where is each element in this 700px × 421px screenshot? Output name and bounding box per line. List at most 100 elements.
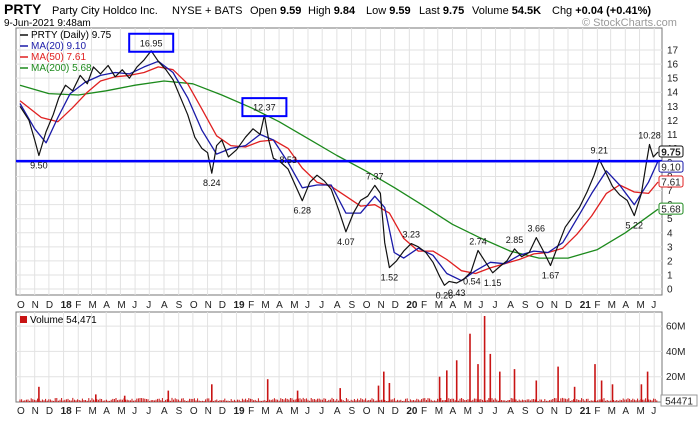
volume-last-tag-box (660, 394, 698, 407)
price-month-label: S (522, 300, 529, 311)
price-month-label: A (276, 300, 283, 311)
price-month-label: J (305, 300, 310, 311)
annotation-label: 1.52 (381, 273, 399, 283)
volume-month-label: D (219, 406, 226, 417)
value-tag-ma20 (658, 160, 684, 173)
annotation-label: 1.15 (484, 278, 502, 288)
price-month-label: D (392, 300, 399, 311)
volume-month-label: D (565, 406, 572, 417)
volume-tick-label: 40M (666, 347, 685, 358)
volume-month-label: M (435, 406, 443, 417)
price-month-label: O (190, 300, 198, 311)
volume-month-label: 20 (406, 406, 418, 417)
volume-month-label: J (305, 406, 310, 417)
volume-tick-label: 20M (666, 372, 685, 383)
highlight-box (241, 97, 288, 118)
chg-value: +0.04 (+0.41%) (575, 5, 651, 17)
price-month-label: N (32, 300, 39, 311)
value-tag-price (658, 145, 684, 158)
volume-month-label: D (392, 406, 399, 417)
price-month-label: 20 (406, 300, 418, 311)
price-month-label: F (594, 300, 600, 311)
price-month-label: D (219, 300, 226, 311)
price-month-label: O (363, 300, 371, 311)
volume-month-label: O (536, 406, 544, 417)
volume-month-label: A (103, 406, 110, 417)
value-tag-ma50-label: 7.61 (661, 178, 681, 189)
volume-month-label: O (17, 406, 25, 417)
price-month-label: M (435, 300, 443, 311)
price-tick-label: 7 (667, 186, 673, 197)
price-layer (19, 50, 659, 286)
annotation-label: 8.24 (203, 178, 221, 188)
highlight-box-label: 12.37 (253, 103, 276, 113)
svg-text:Open 9.59: Open 9.59 (250, 5, 301, 17)
volume-panel (15, 311, 663, 403)
annotation-label: 2.85 (506, 235, 524, 245)
price-tick-label: 13 (667, 102, 679, 113)
volume-month-label: S (522, 406, 529, 417)
volume-month-label: D (46, 406, 53, 417)
svg-text:Chg +0.04 (+0.41%): Chg +0.04 (+0.41%) (552, 5, 651, 17)
annotation-label: 5.22 (626, 221, 644, 231)
price-month-label: M (464, 300, 472, 311)
volume-value: 54.5K (512, 5, 541, 17)
volume-month-label: J (651, 406, 656, 417)
volume-month-label: A (276, 406, 283, 417)
volume-month-label: M (464, 406, 472, 417)
price-month-label: A (507, 300, 514, 311)
volume-month-label: M (261, 406, 269, 417)
ma200-layer (19, 80, 659, 259)
value-tag-price-label: 9.75 (661, 147, 681, 158)
volume-month-label: N (32, 406, 39, 417)
last-label: Last (419, 5, 440, 17)
volume-last-tag: 54471 (665, 397, 693, 408)
open-value: 9.59 (280, 5, 301, 17)
volume-month-label: A (507, 406, 514, 417)
price-tick-label: 15 (667, 74, 679, 85)
high-value: 9.84 (334, 5, 356, 17)
volume-month-label: N (377, 406, 384, 417)
open-label: Open (250, 5, 277, 17)
price-month-label: F (75, 300, 81, 311)
volume-month-label: M (290, 406, 298, 417)
volume-month-label: A (161, 406, 168, 417)
boxed-label-layer: 16.95 12.37 (128, 32, 288, 118)
price-month-label: J (146, 300, 151, 311)
legend-ma50: MA(50) 7.61 (31, 52, 86, 63)
volume-month-label: S (349, 406, 356, 417)
price-month-label: F (421, 300, 427, 311)
price-month-label: M (117, 300, 125, 311)
price-month-label: A (449, 300, 456, 311)
highlight-box-label: 16.95 (140, 38, 163, 48)
price-month-label: M (608, 300, 616, 311)
price-month-label: O (536, 300, 544, 311)
price-tick-label: 5 (667, 214, 673, 225)
price-month-label: J (319, 300, 324, 311)
price-tick-label: 4 (667, 228, 673, 239)
price-month-label: N (377, 300, 384, 311)
price-tick-label: 3 (667, 242, 673, 253)
annotation-label: 8.53 (279, 155, 297, 165)
volume-axis: 20M 40M 60M (666, 322, 685, 384)
quote-summary: Open 9.59 High 9.84 Low 9.59 Last 9.75 V… (250, 5, 651, 17)
annotation-label: 0.54 (463, 276, 481, 286)
annotation-label: 9.21 (591, 146, 609, 156)
svg-text:Low 9.59: Low 9.59 (366, 5, 411, 17)
annotation-label: 10.28 (638, 131, 661, 141)
last-value: 9.75 (443, 5, 464, 17)
volume-month-label: F (421, 406, 427, 417)
volume-label: Volume (472, 5, 509, 17)
annotation-layer: 9.50 8.24 8.53 6.28 4.07 7.37 1.52 3.23 0.26 0.54… (30, 131, 661, 301)
company-name: Party City Holdco Inc. (52, 5, 158, 17)
price-month-label: A (161, 300, 168, 311)
volume-month-label: 21 (580, 406, 592, 417)
volume-month-label: 18 (61, 406, 73, 417)
volume-tick-label: 60M (666, 322, 685, 333)
volume-month-label: O (190, 406, 198, 417)
volume-month-label: A (622, 406, 629, 417)
price-month-label: 19 (233, 300, 245, 311)
low-value: 9.59 (389, 5, 410, 17)
series-ma200-line (19, 80, 659, 259)
price-month-label: F (248, 300, 254, 311)
